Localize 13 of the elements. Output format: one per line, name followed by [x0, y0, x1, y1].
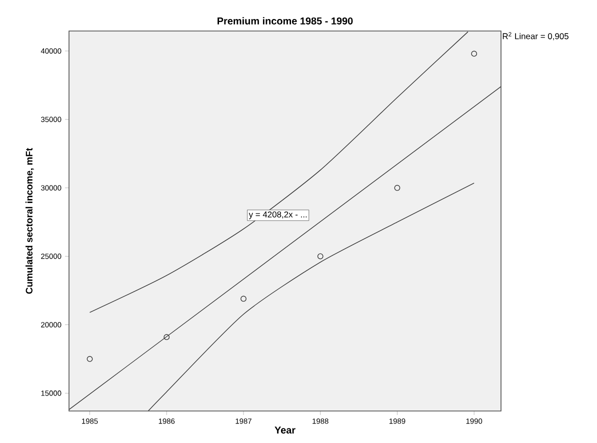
chart-title: Premium income 1985 - 1990: [218, 17, 353, 24]
point: [240, 296, 246, 302]
y-axis-title: Cumulated sectoral income, mFt: [26, 148, 34, 294]
line-series: [148, 182, 474, 411]
x-axis-title: Year: [274, 426, 296, 434]
point: [317, 253, 324, 260]
text: R$^{2}$ Linear = 0,905: [502, 32, 568, 40]
point: [471, 50, 478, 57]
annotation: y = 4208,2x - ...: [248, 211, 307, 220]
point: [164, 334, 170, 340]
point: [394, 184, 400, 191]
point: [86, 356, 93, 362]
line-series: [89, 31, 468, 313]
